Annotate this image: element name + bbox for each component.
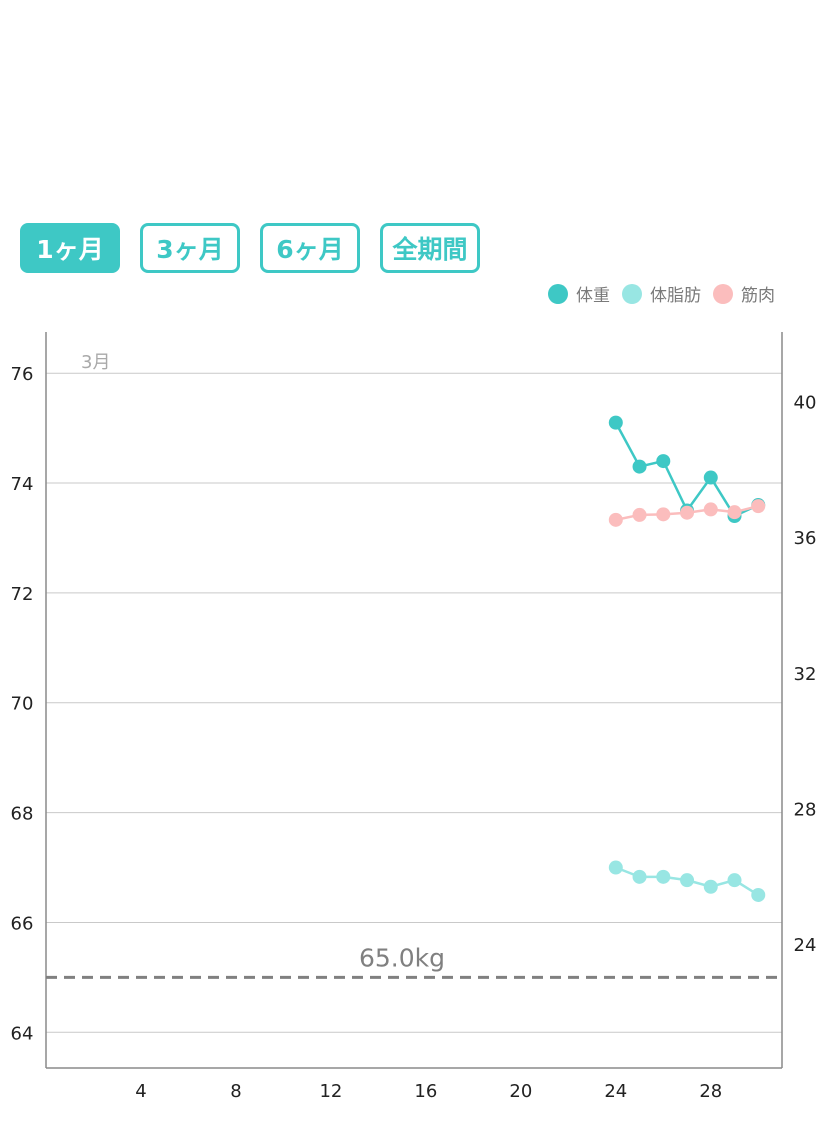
- data-point: [608, 512, 623, 527]
- period-tabs: 1ヶ月 3ヶ月 6ヶ月 全期間: [20, 223, 480, 273]
- legend-dot-muscle: [713, 283, 733, 304]
- y-left-tick-label: 64: [11, 1023, 34, 1044]
- x-tick-label: 16: [414, 1081, 437, 1102]
- y-left-tick-label: 66: [11, 913, 34, 934]
- legend-label-body-fat: 体脂肪: [650, 286, 701, 306]
- x-tick-label: 20: [509, 1081, 532, 1102]
- legend-label-muscle: 筋肉: [741, 286, 775, 306]
- legend-label-weight: 体重: [576, 286, 610, 306]
- month-label: 3月: [81, 352, 110, 373]
- data-point: [608, 860, 623, 875]
- x-tick-label: 4: [135, 1081, 146, 1102]
- y-left-tick-label: 72: [11, 584, 34, 605]
- legend-dot-weight: [548, 283, 568, 304]
- data-point: [703, 879, 718, 894]
- data-point: [751, 887, 766, 902]
- legend-item-body-fat: 体脂肪: [622, 281, 701, 306]
- data-point: [703, 470, 718, 485]
- y-left-tick-label: 74: [11, 474, 34, 495]
- legend-item-muscle: 筋肉: [713, 281, 775, 306]
- y-right-tick-label: 24: [794, 935, 817, 956]
- y-left-tick-label: 70: [11, 694, 34, 715]
- data-point: [727, 873, 742, 888]
- data-point: [608, 415, 623, 430]
- target-label: 65.0kg: [359, 943, 445, 972]
- y-right-tick-label: 36: [794, 528, 817, 549]
- data-point: [632, 507, 647, 522]
- y-right-tick-label: 40: [794, 393, 817, 414]
- y-right-tick-label: 28: [794, 800, 817, 821]
- body-composition-chart: 64 66 68 70 72 74 76 24 28 32 36 40 4 8 12 16 20 24 28 3月 65…: [11, 332, 817, 1102]
- data-point: [656, 454, 671, 469]
- legend-item-weight: 体重: [548, 281, 610, 306]
- tab-1-month[interactable]: 1ヶ月: [20, 223, 120, 273]
- x-tick-label: 28: [699, 1081, 722, 1102]
- legend-dot-body-fat: [622, 283, 642, 304]
- x-tick-label: 24: [604, 1081, 627, 1102]
- y-left-tick-label: 76: [11, 364, 34, 385]
- chart-legend: 体重 体脂肪 筋肉: [536, 281, 775, 306]
- tab-6-months[interactable]: 6ヶ月: [260, 223, 360, 273]
- data-point: [703, 502, 718, 517]
- x-tick-label: 8: [230, 1081, 241, 1102]
- x-tick-label: 12: [319, 1081, 342, 1102]
- data-point: [680, 505, 695, 520]
- y-right-tick-label: 32: [794, 664, 817, 685]
- tab-all-period[interactable]: 全期間: [380, 223, 480, 273]
- data-point: [727, 505, 742, 520]
- data-point: [632, 869, 647, 884]
- data-point: [751, 499, 766, 514]
- data-point: [656, 869, 671, 884]
- data-point: [656, 507, 671, 522]
- data-point: [632, 459, 647, 474]
- tab-3-months[interactable]: 3ヶ月: [140, 223, 240, 273]
- y-left-tick-label: 68: [11, 804, 34, 825]
- data-point: [680, 873, 695, 888]
